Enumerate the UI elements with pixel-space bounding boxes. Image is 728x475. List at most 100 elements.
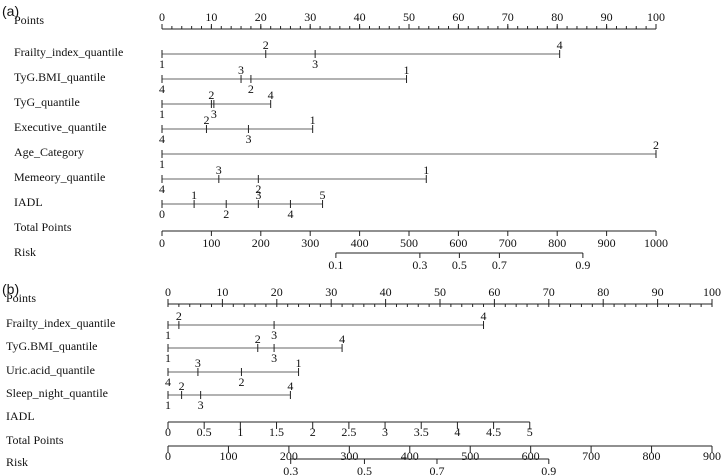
- level-label: 1: [159, 107, 165, 121]
- tick-label: 800: [548, 236, 566, 250]
- row-label: TyG_quantile: [14, 95, 80, 109]
- level-label: 1: [404, 63, 410, 77]
- panel-label-b: (b): [2, 281, 19, 297]
- level-label: 3: [198, 398, 204, 412]
- row-label: Frailty_index_quantile: [6, 316, 115, 330]
- nomogram-panel-a: Points 0 10 20 30 40 50 60 70 80 90 100Frailty_inde…: [14, 10, 668, 272]
- tick-label: 20: [271, 285, 283, 299]
- level-label: 2: [179, 379, 185, 393]
- row-tyg-bmi-quantile: TyG.BMI_quantile 1 23 4: [6, 332, 345, 365]
- row-uric-acid-quantile: Uric.acid_quantile 4 3 2 1: [6, 356, 302, 389]
- level-label: 4: [165, 375, 171, 389]
- level-label: 1: [165, 351, 171, 365]
- tick-label: 0: [159, 236, 165, 250]
- nomogram-plot-area: Points 0 10 20 30 40 50 60 70 80 90 100Frailty_inde…: [6, 10, 721, 475]
- tick-label: 600: [522, 449, 540, 463]
- level-label: 3: [195, 356, 201, 370]
- level-label: 4: [339, 332, 345, 346]
- tick-label: 300: [340, 449, 358, 463]
- row-total-points: Total Points 0 100 200 300 400 500 600 700 800 900…: [14, 220, 668, 250]
- panel-label-a: (a): [2, 3, 19, 19]
- level-label: 4: [287, 379, 293, 393]
- level-label: 4: [159, 182, 165, 196]
- tick-label: 60: [488, 285, 500, 299]
- tick-label: 700: [582, 449, 600, 463]
- row-age-category: Age_Category 1 2: [14, 138, 659, 171]
- tick-label: 5: [527, 425, 533, 439]
- level-label: 3: [245, 132, 251, 146]
- tick-label: 100: [219, 449, 237, 463]
- tick-label: 300: [301, 236, 319, 250]
- level-label: 2: [203, 113, 209, 127]
- level-label: 2: [248, 82, 254, 96]
- level-label: 4: [159, 132, 165, 146]
- level-label: 2: [208, 88, 214, 102]
- tick-label: 900: [598, 236, 616, 250]
- row-label: Points: [6, 291, 36, 305]
- row-label: IADL: [6, 409, 35, 423]
- row-tyg-bmi-quantile: TyG.BMI_quantile 4 32 1: [14, 63, 410, 96]
- row-memeory-quantile: Memeory_quantile 4 3 2 1: [14, 163, 429, 196]
- row-label: Frailty_index_quantile: [14, 45, 123, 59]
- tick-label: 0: [165, 449, 171, 463]
- tick-label: 40: [380, 285, 392, 299]
- row-label: Uric.acid_quantile: [6, 363, 95, 377]
- tick-label: 4: [454, 425, 460, 439]
- level-label: 1: [296, 356, 302, 370]
- tick-label: 70: [502, 10, 514, 24]
- level-label: 4: [481, 309, 487, 323]
- row-points: Points 0 10 20 30 40 50 60 70 80 90 100: [14, 10, 665, 30]
- level-label: 2: [223, 207, 229, 221]
- level-label: 2: [263, 38, 269, 52]
- level-label: 3: [211, 107, 217, 121]
- level-label: 3: [255, 188, 261, 202]
- tick-label: 0: [165, 285, 171, 299]
- tick-label: 1: [237, 425, 243, 439]
- risk-tick-label: 0.9: [575, 258, 590, 272]
- risk-tick-label: 0.9: [541, 464, 556, 475]
- level-label: 2: [238, 375, 244, 389]
- row-label: Risk: [14, 245, 36, 259]
- risk-tick-label: 0.5: [452, 258, 467, 272]
- tick-label: 400: [401, 449, 419, 463]
- row-label: Total Points: [6, 433, 64, 447]
- level-label: 2: [176, 309, 182, 323]
- row-sleep-night-quantile: Sleep_night_quantile 123 4: [6, 379, 293, 412]
- level-label: 3: [271, 351, 277, 365]
- row-frailty-index-quantile: Frailty_index_quantile 12 3 4: [6, 309, 487, 342]
- row-label: Age_Category: [14, 145, 84, 159]
- row-tyg-quantile: TyG_quantile 1 2 3 4: [14, 88, 274, 121]
- row-label: Executive_quantile: [14, 120, 107, 134]
- level-label: 2: [255, 332, 261, 346]
- tick-label: 90: [601, 10, 613, 24]
- tick-label: 80: [551, 10, 563, 24]
- tick-label: 10: [205, 10, 217, 24]
- risk-tick-label: 0.3: [283, 464, 298, 475]
- tick-label: 2: [310, 425, 316, 439]
- level-label: 4: [557, 38, 563, 52]
- level-label: 1: [159, 157, 165, 171]
- row-label: Total Points: [14, 220, 72, 234]
- tick-label: 50: [403, 10, 415, 24]
- row-iadl: IADL 0 1 2 3 4 5: [14, 188, 326, 221]
- tick-label: 0.5: [197, 425, 212, 439]
- tick-label: 40: [354, 10, 366, 24]
- row-executive-quantile: Executive_quantile 4 2 3 1: [14, 113, 316, 146]
- level-label: 3: [238, 63, 244, 77]
- row-label: Memeory_quantile: [14, 170, 105, 184]
- tick-label: 800: [643, 449, 661, 463]
- level-label: 4: [268, 88, 274, 102]
- level-label: 5: [320, 188, 326, 202]
- risk-tick-label: 0.5: [357, 464, 372, 475]
- tick-label: 3: [382, 425, 388, 439]
- tick-label: 80: [597, 285, 609, 299]
- row-label: TyG.BMI_quantile: [6, 339, 97, 353]
- tick-label: 0: [165, 425, 171, 439]
- tick-label: 900: [703, 449, 721, 463]
- tick-label: 70: [543, 285, 555, 299]
- tick-label: 20: [255, 10, 267, 24]
- level-label: 4: [287, 207, 293, 221]
- row-risk: Risk 0.1 0.3 0.5 0.7 0.9: [14, 245, 590, 272]
- tick-label: 100: [202, 236, 220, 250]
